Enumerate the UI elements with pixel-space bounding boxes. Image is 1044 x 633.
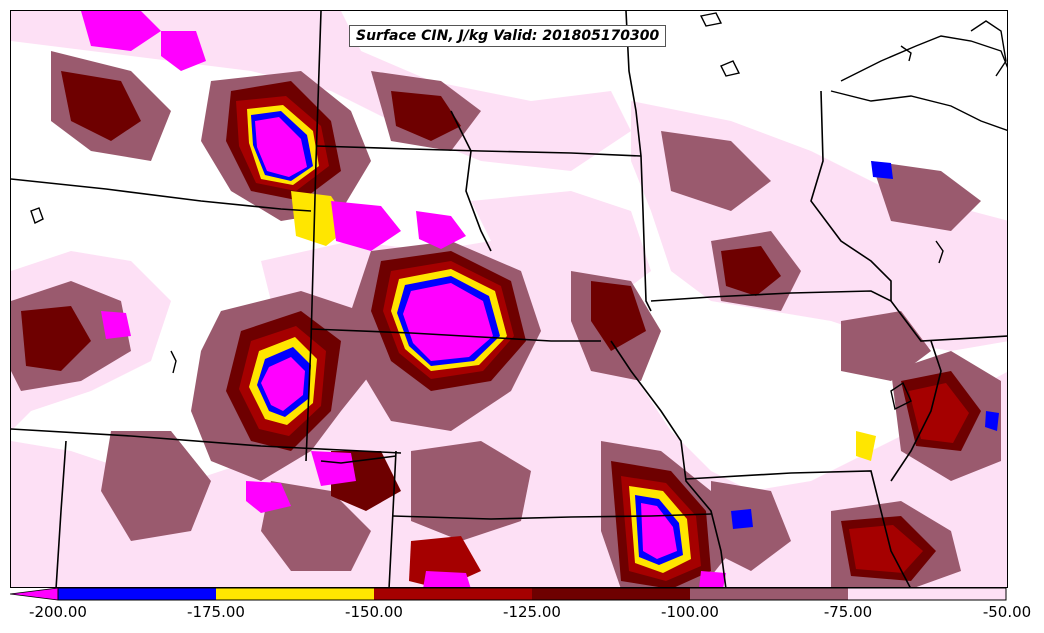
colorbar-tick-label: -125.00 xyxy=(503,603,561,621)
coastlines xyxy=(30,12,1007,411)
colorbar-segment-blue xyxy=(58,588,216,600)
cin-field-magenta xyxy=(81,11,726,587)
colorbar-tick-label: -150.00 xyxy=(345,603,403,621)
colorbar xyxy=(10,587,1007,601)
map-title: Surface CIN, J/kg Valid: 201805170300 xyxy=(349,25,667,47)
colorbar-segment-mauve xyxy=(690,588,848,600)
colorbar-tick-label: -200.00 xyxy=(29,603,87,621)
colorbar-segment-red xyxy=(374,588,532,600)
colorbar-segment-dark-red xyxy=(532,588,690,600)
colorbar-tick-label: -175.00 xyxy=(187,603,245,621)
map-panel: Surface CIN, J/kg Valid: 201805170300 xyxy=(10,10,1008,588)
colorbar-segment-yellow xyxy=(216,588,374,600)
cin-map xyxy=(11,11,1007,587)
colorbar-outline xyxy=(57,587,1007,601)
colorbar-tick-label: -75.00 xyxy=(823,603,873,621)
colorbar-tick-label: -100.00 xyxy=(661,603,719,621)
colorbar-segment-light-pink xyxy=(848,588,1006,600)
colorbar-tick-label: -50.00 xyxy=(982,603,1032,621)
colorbar-arrow-magenta xyxy=(10,587,59,601)
state-borders xyxy=(11,11,1007,587)
